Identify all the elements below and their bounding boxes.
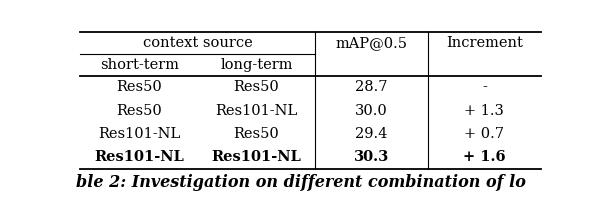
Text: 29.4: 29.4 (355, 127, 388, 141)
Text: context source: context source (143, 36, 253, 50)
Text: -: - (482, 80, 487, 94)
Text: 28.7: 28.7 (355, 80, 388, 94)
Text: Res101-NL: Res101-NL (215, 104, 298, 118)
Text: Res101-NL: Res101-NL (94, 150, 184, 164)
Text: Res101-NL: Res101-NL (98, 127, 180, 141)
Text: Res50: Res50 (234, 127, 279, 141)
Text: Increment: Increment (446, 36, 523, 50)
Text: + 1.6: + 1.6 (463, 150, 505, 164)
Text: Res50: Res50 (116, 104, 162, 118)
Text: long-term: long-term (220, 58, 293, 72)
Text: + 0.7: + 0.7 (464, 127, 504, 141)
Text: + 1.3: + 1.3 (464, 104, 504, 118)
Text: ble 2: Investigation on different combination of lo: ble 2: Investigation on different combin… (76, 174, 525, 191)
Text: mAP@0.5: mAP@0.5 (336, 36, 408, 50)
Text: short-term: short-term (99, 58, 179, 72)
Text: 30.0: 30.0 (355, 104, 388, 118)
Text: 30.3: 30.3 (354, 150, 389, 164)
Text: Res50: Res50 (116, 80, 162, 94)
Text: Res101-NL: Res101-NL (211, 150, 301, 164)
Text: Res50: Res50 (234, 80, 279, 94)
